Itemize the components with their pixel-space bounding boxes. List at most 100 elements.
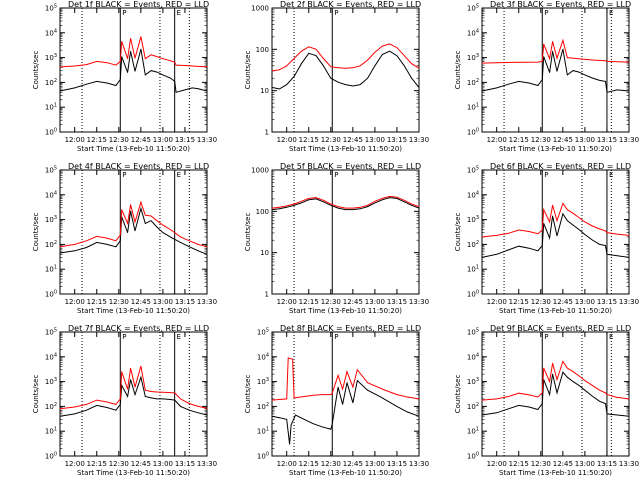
data-point [628,61,630,63]
y-tick-label: 10 [260,87,269,95]
data-point [543,56,545,57]
data-point [562,213,564,215]
data-point [197,244,199,245]
y-tick-exponent: 2 [54,402,57,408]
data-point [599,80,600,81]
data-point [396,55,398,57]
data-point [342,404,343,405]
data-point [74,87,76,89]
data-point [562,371,564,373]
data-point [279,399,280,400]
x-tick-label: 12:00 [277,298,297,306]
data-point [549,381,550,382]
y-tick-label: 103 [45,215,57,224]
data-point [605,230,606,232]
data-point [543,223,545,224]
data-point [197,66,199,67]
data-point [140,365,142,367]
data-point [106,237,108,239]
data-point [562,203,564,204]
data-point [572,381,574,382]
x-tick-label: 12:45 [343,460,363,468]
data-point [584,389,586,391]
data-point [578,71,580,73]
data-point [286,65,288,67]
data-point [381,397,383,399]
series-line-lld [59,365,208,410]
data-point [367,382,368,384]
data-point [197,412,199,414]
data-point [518,405,520,406]
data-point [556,220,558,222]
data-point [584,234,586,235]
x-tick-label: 12:45 [131,298,151,306]
data-point [286,84,288,85]
x-tick-label: 13:00 [575,460,595,468]
x-tick-label: 12:30 [531,460,551,468]
data-point [301,50,302,52]
data-point [206,66,208,68]
data-point [127,396,128,397]
data-point [359,65,361,67]
y-tick-label: 103 [467,53,479,62]
plot-frame [271,7,420,133]
data-point [578,229,580,230]
x-tick-label: 13:30 [197,136,217,144]
data-point [121,56,123,57]
data-point [130,50,132,52]
y-tick-exponent: 4 [54,352,57,358]
data-point [156,398,158,400]
x-tick-label: 13:30 [619,298,639,306]
x-tick-label: 12:30 [109,136,129,144]
data-point [556,379,558,380]
y-tick-exponent: 3 [476,215,479,221]
y-tick-base: 10 [467,266,476,274]
x-tick-label: 13:15 [387,136,407,144]
data-point [556,57,558,59]
data-point [279,69,280,71]
y-tick-base: 10 [467,129,476,137]
y-tick-label: 101 [45,265,57,274]
data-point [566,367,568,369]
data-point [345,84,346,85]
y-tick-label: 100 [256,46,269,54]
data-point [119,61,121,62]
data-point [537,250,539,252]
data-point [174,392,176,394]
plot-frame [481,7,630,133]
data-point [496,62,498,64]
data-point [337,81,339,83]
data-point [197,250,199,252]
data-point [303,396,305,397]
y-tick-exponent: 1 [54,265,57,271]
data-point [162,74,164,76]
data-point [528,394,530,396]
data-point [315,55,317,57]
data-point [418,415,420,417]
y-tick-base: 10 [45,216,54,224]
y-tick-exponent: 1 [476,427,479,433]
data-point [406,396,408,398]
data-point [144,214,146,216]
y-tick-exponent: 0 [266,452,269,458]
data-point [628,235,630,236]
y-tick-base: 10 [257,353,266,361]
y-tick-label: 102 [257,402,269,411]
data-point [174,61,176,63]
y-tick-label: 104 [467,190,479,199]
x-axis-label: Start Time (13-Feb-10 11:50:20) [289,307,402,315]
y-tick-label: 104 [467,28,479,37]
data-point [552,362,553,364]
data-point [352,209,354,211]
data-point [323,65,324,67]
data-point [86,247,87,248]
y-tick-exponent: 3 [476,53,479,59]
data-point [308,198,310,199]
data-point [541,61,543,62]
data-point [86,83,87,85]
data-point [374,200,376,202]
y-tick-exponent: 0 [476,290,479,296]
data-point [293,76,295,77]
data-point [566,376,568,378]
